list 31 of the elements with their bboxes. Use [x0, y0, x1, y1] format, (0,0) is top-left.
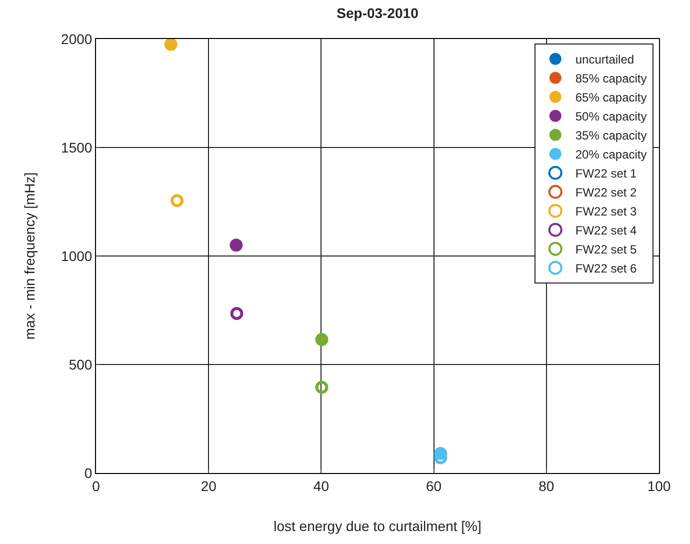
- legend-label: 35% capacity: [575, 128, 647, 143]
- point: [230, 307, 244, 320]
- point: [315, 333, 328, 346]
- point: [315, 380, 328, 394]
- legend-label: FW22 set 3: [575, 204, 638, 219]
- legend-label: FW22 set 1: [575, 166, 638, 181]
- x-tick-label: 20: [200, 478, 217, 494]
- y-tick-label: 0: [84, 464, 92, 481]
- y-tick-label: 2000: [61, 30, 92, 47]
- legend-label: uncurtailed: [575, 52, 634, 67]
- legend-label: 85% capacity: [575, 72, 647, 86]
- legend-label: 50% capacity: [575, 110, 647, 124]
- x-tick-label: 80: [538, 478, 554, 494]
- chart-title: Sep-03-2010: [336, 4, 419, 21]
- x-tick-label: 40: [313, 478, 330, 494]
- y-tick-label: 1000: [61, 248, 92, 264]
- y-axis-title: max - min frequency [mHz]: [22, 172, 38, 340]
- point: [170, 194, 184, 208]
- x-tick-label: 100: [647, 478, 671, 494]
- y-tick-label: 500: [68, 356, 92, 372]
- x-axis-title: lost energy due to curtailment [%]: [274, 518, 482, 534]
- legend-label: FW22 set 4: [575, 224, 638, 238]
- legend-label: FW22 set 2: [575, 186, 638, 200]
- legend-label: 65% capacity: [575, 90, 647, 105]
- point: [230, 238, 243, 252]
- legend-label: FW22 set 5: [575, 242, 638, 257]
- point: [164, 38, 178, 51]
- x-tick-label: 60: [426, 478, 442, 494]
- y-tick-label: 1500: [61, 139, 92, 156]
- legend-label: 20% capacity: [575, 148, 647, 162]
- legend-label: FW22 set 6: [575, 262, 638, 276]
